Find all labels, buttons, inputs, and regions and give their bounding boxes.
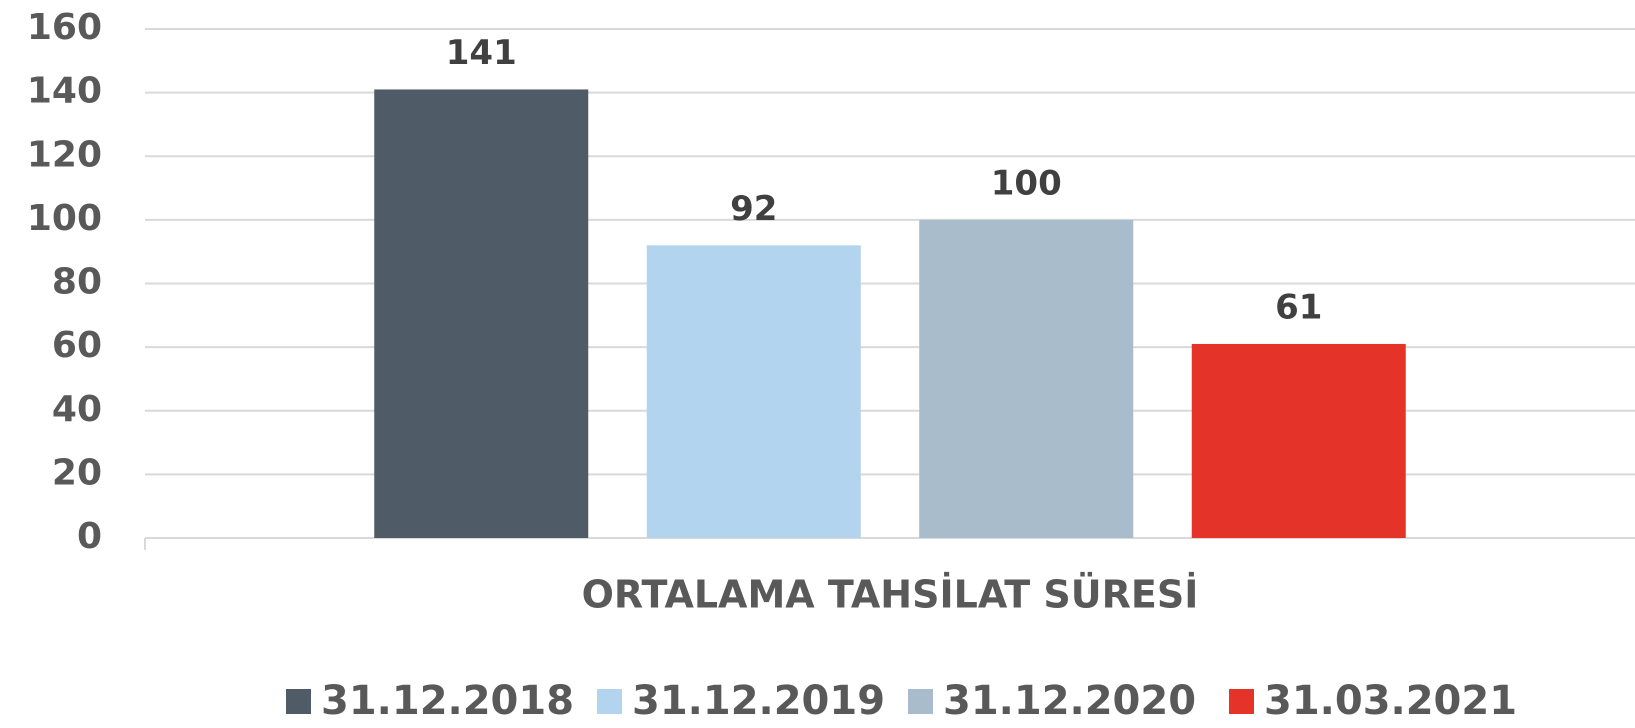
- legend-swatch: [286, 689, 311, 714]
- value-label: 100: [991, 163, 1062, 203]
- legend-swatch: [908, 689, 933, 714]
- y-tick-label: 100: [27, 198, 102, 239]
- x-tick-label: ORTALAMA TAHSİLAT SÜRESİ: [582, 573, 1199, 617]
- y-tick-label: 160: [27, 7, 102, 48]
- legend-swatch: [1229, 689, 1254, 714]
- y-tick-label: 0: [77, 516, 102, 557]
- y-tick-label: 40: [52, 389, 102, 430]
- y-tick-label: 80: [52, 262, 102, 303]
- y-tick-label: 120: [27, 134, 102, 175]
- legend-label: 31.12.2018: [321, 678, 574, 724]
- legend-swatch: [597, 689, 622, 714]
- bar: [646, 245, 861, 538]
- value-label: 141: [446, 33, 517, 73]
- legend-label: 31.12.2019: [632, 678, 885, 724]
- y-tick-label: 20: [52, 452, 102, 493]
- bar: [919, 219, 1134, 538]
- value-label: 92: [730, 189, 777, 229]
- legend-label: 31.03.2021: [1264, 678, 1517, 724]
- bar: [374, 89, 589, 538]
- y-tick-label: 140: [27, 71, 102, 112]
- legend-label: 31.12.2020: [943, 678, 1196, 724]
- bar: [1191, 343, 1406, 538]
- value-label: 61: [1275, 287, 1322, 327]
- y-tick-label: 60: [52, 325, 102, 366]
